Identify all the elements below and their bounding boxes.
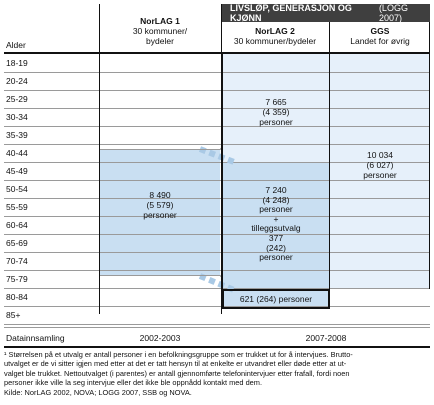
norlag2-old-text: 7 240 (4 248) personer + tilleggsutvalg … xyxy=(222,185,330,263)
ggs-n: 10 034 xyxy=(367,150,393,160)
norlag2-young-text: 7 665 (4 359) personer xyxy=(222,97,330,127)
ggs-unit: personer xyxy=(363,170,397,180)
source-line: Kilde: NorLAG 2002, NOVA; LOGG 2007, SSB… xyxy=(4,387,192,397)
table-bottom-rule xyxy=(4,346,430,348)
ggs-text: 10 034 (6 027) personer xyxy=(330,150,430,180)
footnote-line-4: personer ikke ville la seg intervjue ell… xyxy=(4,378,262,388)
norlag2-young-unit: personer xyxy=(259,117,293,127)
row-divider xyxy=(4,72,430,73)
age-label: 40-44 xyxy=(6,148,28,158)
age-label: 25-29 xyxy=(6,94,28,104)
ggs-net: (6 027) xyxy=(366,160,394,170)
norlag2-ggs-divider xyxy=(329,22,330,54)
norlag1-sub2: bydeler xyxy=(146,36,174,46)
age-label: 70-74 xyxy=(6,256,28,266)
age-label: 75-79 xyxy=(6,274,28,284)
ggs-header: GGS Landet for øvrig xyxy=(330,26,430,46)
age-label: 65-69 xyxy=(6,238,28,248)
logg-left-border xyxy=(221,4,222,314)
footnote-line-2: utvalget er de vi sitter igjen med etter… xyxy=(4,359,347,369)
age-label: 20-24 xyxy=(6,76,28,86)
norlag1-block-border xyxy=(100,149,220,276)
row-divider xyxy=(4,90,430,91)
age-label: 30-34 xyxy=(6,112,28,122)
logg-suffix: (LOGG 2007) xyxy=(378,3,408,23)
norlag2-border xyxy=(222,54,330,289)
logg-header-bar: LIVSLØP, GENERASJON OG KJØNN (LOGG 2007) xyxy=(222,3,430,23)
row-divider xyxy=(4,270,430,271)
age-label: 50-54 xyxy=(6,184,28,194)
norlag2-old-extra-net: (242) xyxy=(266,242,286,253)
norlag1-left-border xyxy=(99,4,100,314)
age-label: 18-19 xyxy=(6,58,28,68)
norlag2-title: NorLAG 2 xyxy=(255,26,295,36)
age-label: 85+ xyxy=(6,310,21,320)
norlag1-n: 8 490 xyxy=(149,190,171,200)
age-label: 35-39 xyxy=(6,130,28,140)
norlag1-unit: personer xyxy=(143,210,177,220)
ggs-block xyxy=(330,54,430,289)
row-divider xyxy=(4,162,430,163)
norlag2-80-border xyxy=(222,289,330,309)
datainnsamling-rule xyxy=(4,327,430,328)
datainnsamling-label: Datainnsamling xyxy=(6,333,65,343)
norlag2-young-net: (4 359) xyxy=(262,107,290,117)
row-divider xyxy=(4,126,430,127)
norlag2-80-block xyxy=(222,290,330,308)
row-divider xyxy=(4,144,430,145)
norlag2-80-text: 621 (264) personer xyxy=(239,294,313,304)
age-label: 45-49 xyxy=(6,166,28,176)
norlag2-old-n: 7 240 xyxy=(265,185,287,195)
norlag2-old-plus: + xyxy=(273,213,279,224)
connector-dashes xyxy=(198,146,236,293)
norlag1-block-text: 8 490 (5 579) personer xyxy=(100,190,220,220)
row-divider xyxy=(4,234,430,235)
age-label: 60-64 xyxy=(6,220,28,230)
norlag1-sub1: 30 kommuner/ xyxy=(132,26,188,36)
footnote-line-1: ¹ Størrelsen på et utvalg er antall pers… xyxy=(4,350,353,359)
row-divider xyxy=(4,180,430,181)
norlag1-net: (5 579) xyxy=(146,200,174,210)
norlag2-header: NorLAG 2 30 kommuner/bydeler xyxy=(222,26,328,46)
norlag2-old-extra-unit: personer xyxy=(259,252,293,263)
row-divider xyxy=(4,306,430,307)
row-divider xyxy=(4,324,430,325)
ggs-right-border xyxy=(429,22,430,289)
norlag1-block xyxy=(100,149,220,276)
row-divider xyxy=(4,288,430,289)
row-divider xyxy=(4,216,430,217)
row-divider xyxy=(4,198,430,199)
norlag2-old-extra: tilleggsutvalg xyxy=(251,223,301,234)
norlag1-title: NorLAG 1 xyxy=(140,16,180,26)
norlag2-sub: 30 kommuner/bydeler xyxy=(233,36,317,46)
datainnsamling-logg: 2007-2008 xyxy=(305,333,347,343)
row-divider xyxy=(4,252,430,253)
datainnsamling-norlag1: 2002-2003 xyxy=(139,333,181,343)
norlag2-old-extra-n: 377 xyxy=(268,232,284,243)
norlag2-old-block xyxy=(222,162,330,289)
age-label: 80-84 xyxy=(6,292,28,302)
norlag2-old-net: (4 248) xyxy=(262,194,290,205)
logg-title: LIVSLØP, GENERASJON OG KJØNN xyxy=(230,3,352,23)
norlag2-old-unit: personer xyxy=(259,204,293,215)
norlag1-header: NorLAG 1 30 kommuner/ bydeler xyxy=(100,16,220,46)
norlag2-young-n: 7 665 xyxy=(265,97,287,107)
row-divider xyxy=(4,108,430,109)
footnote-line-3: valget ble trukket. Nettoutvalget (i par… xyxy=(4,368,350,378)
age-label: 55-59 xyxy=(6,202,28,212)
ggs-title: GGS xyxy=(370,26,390,36)
alder-label: Alder xyxy=(6,40,26,50)
header-rule xyxy=(4,52,430,54)
footnote: ¹ Størrelsen på et utvalg er antall pers… xyxy=(4,350,434,397)
ggs-sub: Landet for øvrig xyxy=(350,36,410,46)
